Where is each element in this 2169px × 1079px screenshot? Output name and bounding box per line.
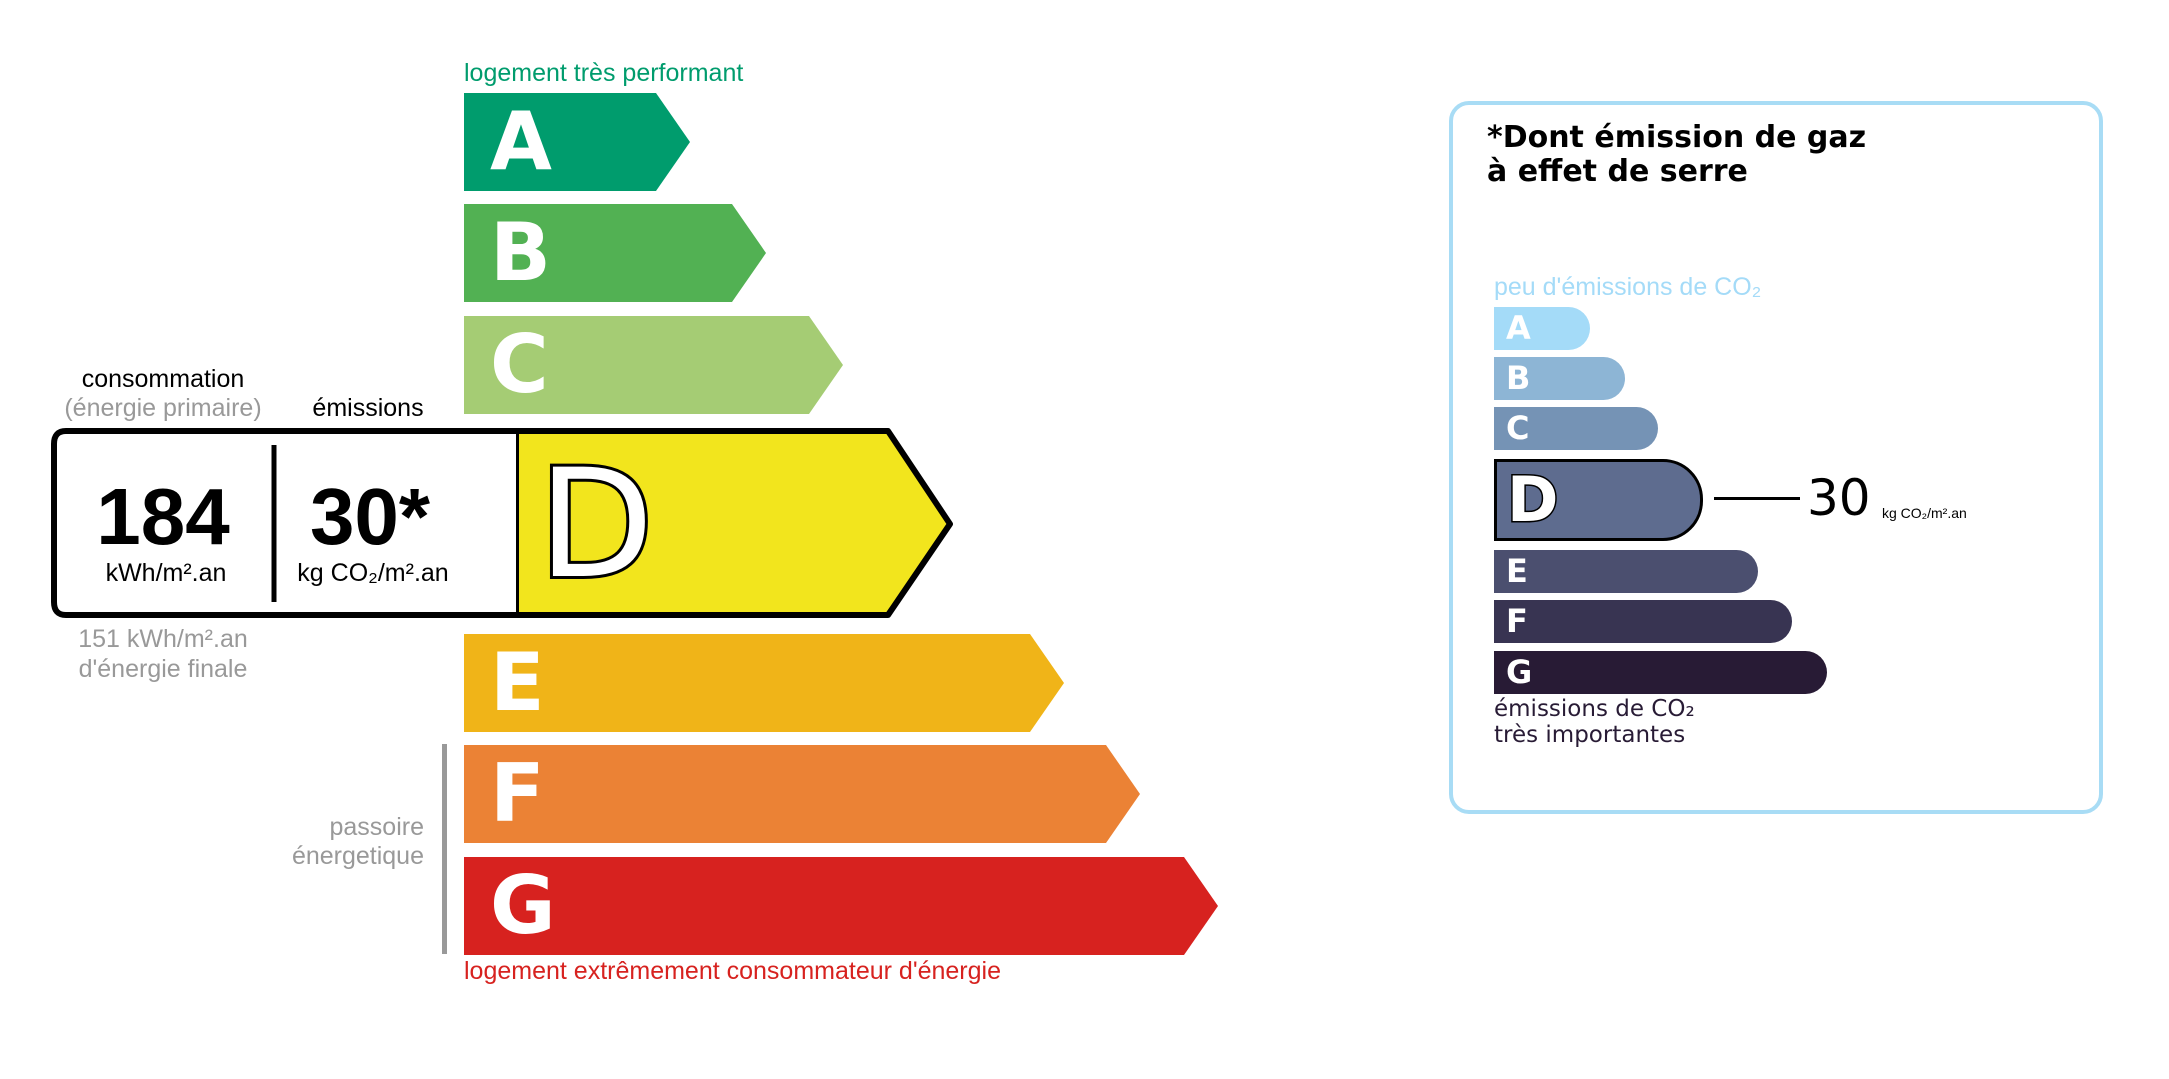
passoire-divider bbox=[442, 744, 447, 954]
energy-bottom-label: logement extrêmement consommateur d'éner… bbox=[464, 957, 1001, 985]
ges-class-f: F bbox=[1494, 600, 1792, 643]
energy-class-a: A bbox=[464, 93, 690, 191]
consumption-sublabel: (énergie primaire) bbox=[64, 394, 262, 422]
class-letter: G bbox=[490, 859, 556, 952]
ges-panel bbox=[1449, 101, 2103, 814]
class-letter: E bbox=[1506, 552, 1528, 590]
final-energy-value: 151 kWh/m².an bbox=[78, 625, 248, 653]
class-letter: F bbox=[490, 747, 545, 840]
energy-current-class-indicator: D bbox=[51, 428, 953, 618]
passoire-label-line2: énergetique bbox=[291, 842, 424, 870]
current-class-letter: D bbox=[1505, 462, 1559, 538]
emissions-label: émissions bbox=[312, 394, 424, 422]
current-class-letter: D bbox=[538, 438, 654, 612]
ges-title-line2: à effet de serre bbox=[1487, 154, 1748, 189]
ges-bottom-line1: émissions de CO₂ bbox=[1494, 696, 1695, 722]
ges-class-a: A bbox=[1494, 307, 1590, 350]
ges-class-g: G bbox=[1494, 651, 1827, 694]
ges-unit: kg CO₂/m².an bbox=[1882, 505, 1967, 521]
class-letter: C bbox=[1506, 409, 1530, 447]
ges-bottom-line2: très importantes bbox=[1494, 722, 1686, 748]
class-letter: E bbox=[490, 636, 545, 729]
emissions-unit: kg CO₂/m².an bbox=[297, 559, 449, 587]
ges-class-e: E bbox=[1494, 550, 1758, 593]
passoire-label-line1: passoire bbox=[329, 813, 425, 841]
emissions-value: 30* bbox=[309, 472, 431, 561]
consumption-unit: kWh/m².an bbox=[105, 559, 227, 587]
energy-class-e: E bbox=[464, 634, 1064, 732]
class-letter: B bbox=[1506, 359, 1531, 397]
class-letter: B bbox=[490, 206, 551, 299]
ges-top-label: peu d'émissions de CO₂ bbox=[1494, 273, 1762, 301]
ges-class-b: B bbox=[1494, 357, 1625, 400]
ges-class-d-current: D bbox=[1494, 459, 1703, 541]
class-letter: F bbox=[1506, 602, 1528, 640]
ges-class-c: C bbox=[1494, 407, 1658, 450]
final-energy-label: d'énergie finale bbox=[78, 655, 248, 683]
class-letter: C bbox=[490, 318, 549, 411]
ges-value-connector bbox=[1714, 497, 1800, 500]
energy-class-g: G bbox=[464, 857, 1218, 955]
energy-class-b: B bbox=[464, 204, 766, 302]
class-letter: A bbox=[1506, 309, 1531, 347]
energy-class-f: F bbox=[464, 745, 1140, 843]
consumption-label: consommation bbox=[81, 365, 245, 393]
ges-value: 30 bbox=[1807, 469, 1871, 527]
energy-top-label: logement très performant bbox=[464, 59, 744, 87]
energy-class-c: C bbox=[464, 316, 843, 414]
class-letter: A bbox=[490, 95, 552, 188]
ges-title-line1: *Dont émission de gaz bbox=[1487, 120, 1867, 155]
class-letter: G bbox=[1506, 653, 1533, 691]
consumption-value: 184 bbox=[96, 472, 230, 561]
